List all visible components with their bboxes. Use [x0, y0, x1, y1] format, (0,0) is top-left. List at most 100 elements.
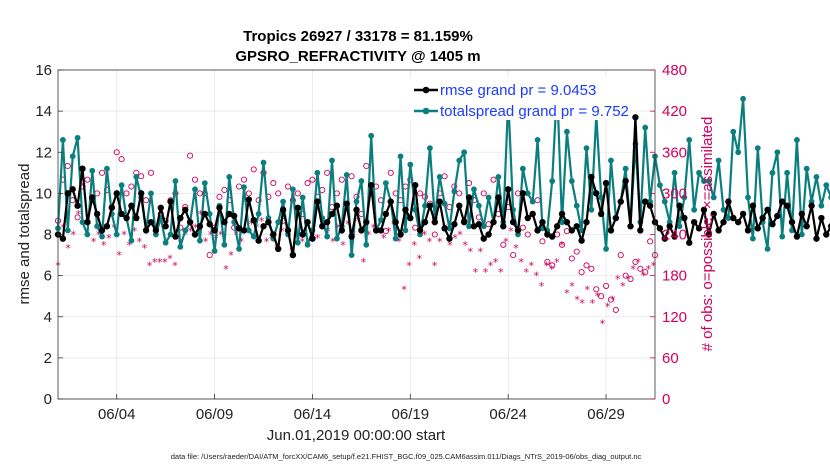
rmse-point	[275, 245, 282, 253]
totalspread-point	[368, 132, 375, 139]
assimilated-obs-marker: *	[467, 246, 473, 259]
rmse-point	[519, 190, 527, 197]
totalspread-point	[59, 137, 66, 143]
totalspread-point	[715, 157, 722, 164]
totalspread-point	[201, 180, 208, 186]
rmse-point	[221, 218, 228, 226]
rmse-point	[123, 214, 130, 222]
totalspread-point	[480, 223, 487, 230]
rmse-point	[255, 237, 262, 244]
y-axis-ticks: 0 2 4 6 8 10 12 14 16	[35, 62, 63, 408]
possible-obs-marker	[128, 183, 135, 190]
rmse-point	[363, 218, 370, 226]
rmse-point	[588, 173, 595, 181]
totalspread-point	[798, 231, 805, 238]
rmse-point	[553, 223, 561, 230]
totalspread-point	[745, 194, 751, 201]
totalspread-point	[358, 178, 365, 184]
assimilated-obs-marker: *	[422, 229, 428, 242]
rmse-point	[245, 196, 253, 203]
rmse-point	[504, 186, 512, 193]
y-axis-label: rmse and totalspread	[16, 164, 33, 305]
rmse-point	[509, 218, 517, 226]
rmse-point	[764, 206, 771, 214]
rmse-point	[172, 233, 179, 240]
possible-obs-marker	[607, 296, 615, 303]
possible-obs-marker	[612, 306, 619, 313]
assimilated-obs-marker: *	[518, 256, 524, 269]
rmse-point	[441, 225, 448, 232]
rmse-point	[715, 227, 722, 234]
assimilated-obs-marker: *	[437, 235, 443, 248]
assimilated-obs-marker: *	[473, 266, 479, 279]
possible-obs-marker	[118, 156, 125, 163]
totalspread-point	[475, 202, 482, 209]
rmse-point	[456, 202, 463, 209]
totalspread-point	[343, 171, 350, 178]
assimilated-obs-marker: *	[208, 229, 214, 242]
rmse-point	[279, 206, 287, 214]
rmse-point	[348, 233, 355, 240]
assimilated-obs-marker: *	[238, 235, 244, 248]
assimilated-obs-marker: *	[249, 218, 255, 231]
y-tick-label: 4	[44, 309, 52, 326]
possible-obs-marker	[250, 166, 257, 173]
chart-title-line2: GPSRO_REFRACTIVITY @ 1405 m	[235, 48, 480, 65]
totalspread-point	[172, 178, 179, 184]
rmse-point	[162, 223, 169, 230]
possible-obs-marker	[588, 265, 595, 272]
x-axis-ticks: 06/04 06/09 06/14 06/19 06/24 06/29	[98, 394, 625, 423]
rmse-point	[597, 210, 605, 218]
assimilated-obs-marker: *	[162, 256, 168, 269]
rmse-point	[671, 233, 678, 240]
rmse-point	[147, 218, 155, 226]
assimilated-obs-marker: *	[279, 225, 285, 238]
possible-obs-marker	[544, 258, 551, 265]
assimilated-obs-marker: *	[193, 222, 199, 235]
assimilated-obs-marker: *	[330, 235, 336, 248]
rmse-point	[328, 210, 336, 218]
rmse-point	[59, 235, 67, 242]
totalspread-point	[348, 252, 355, 258]
totalspread-point	[749, 235, 756, 242]
assimilated-obs-marker: *	[508, 225, 514, 238]
totalspread-point	[740, 95, 746, 102]
assimilated-obs-marker: *	[340, 239, 346, 252]
rmse-point	[573, 223, 580, 230]
rmse-point	[705, 231, 713, 238]
totalspread-point	[353, 198, 360, 205]
totalspread-point	[794, 137, 800, 143]
possible-obs-marker	[216, 193, 223, 200]
x-tick-label: 06/09	[196, 406, 234, 423]
footer-data-file: data file: /Users/raeder/DAI/ATM_forcXX/…	[171, 452, 642, 461]
rmse-point	[89, 194, 96, 201]
totalspread-point	[206, 211, 213, 217]
y-right-tick-label: 300	[662, 185, 687, 202]
possible-obs-marker	[568, 255, 575, 262]
assimilated-obs-marker: *	[366, 229, 372, 242]
totalspread-point	[69, 153, 76, 160]
rmse-point	[240, 227, 248, 234]
rmse-point	[206, 221, 213, 228]
assimilated-obs-marker: *	[71, 229, 77, 242]
rmse-point	[431, 218, 438, 226]
legend-box	[410, 77, 614, 120]
totalspread-point	[485, 194, 492, 201]
rmse-point	[260, 223, 267, 230]
y-tick-label: 6	[44, 268, 52, 285]
totalspread-point	[588, 206, 595, 213]
totalspread-point	[568, 178, 575, 184]
rmse-point	[196, 223, 204, 230]
y-right-tick-label: 60	[662, 350, 679, 367]
rmse-point	[377, 227, 385, 234]
rmse-point	[646, 202, 654, 209]
totalspread-point	[128, 237, 135, 244]
totalspread-point	[441, 200, 448, 207]
possible-obs-marker	[549, 262, 556, 269]
x-tick-label: 06/04	[98, 406, 136, 423]
assimilated-obs-marker: *	[513, 242, 519, 255]
rmse-point	[230, 212, 238, 220]
rmse-point	[84, 218, 91, 226]
totalspread-point	[696, 169, 702, 176]
y-right-tick-label: 0	[662, 391, 670, 408]
